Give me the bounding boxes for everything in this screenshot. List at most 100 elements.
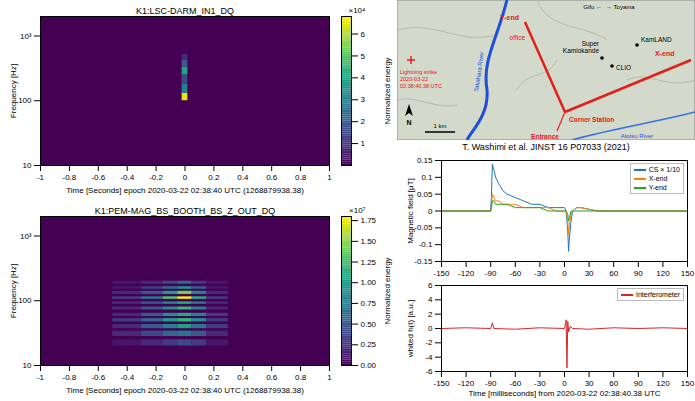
svg-text:-0.8: -0.8: [63, 173, 77, 182]
svg-text:0.6: 0.6: [266, 373, 278, 382]
svg-text:120: 120: [656, 269, 670, 278]
svg-text:-0.6: -0.6: [91, 373, 105, 382]
svg-text:0.8: 0.8: [295, 373, 307, 382]
svg-text:office: office: [510, 34, 526, 41]
svg-text:-150: -150: [433, 379, 450, 388]
svg-text:Normalized energy: Normalized energy: [383, 57, 392, 124]
svg-text:6: 6: [361, 30, 366, 39]
svg-text:-30: -30: [534, 269, 546, 278]
svg-text:×10⁷: ×10⁷: [349, 206, 366, 215]
svg-text:60: 60: [609, 269, 618, 278]
svg-text:KamLAND: KamLAND: [641, 36, 672, 43]
svg-text:4: 4: [428, 295, 433, 304]
svg-text:-6: -6: [425, 367, 433, 376]
svg-text:1.50: 1.50: [361, 237, 377, 246]
svg-text:-30: -30: [534, 379, 546, 388]
svg-text:K1:PEM-MAG_BS_BOOTH_BS_Z_OUT_D: K1:PEM-MAG_BS_BOOTH_BS_Z_OUT_DQ: [95, 206, 276, 216]
svg-text:0: 0: [562, 269, 567, 278]
svg-text:X-end: X-end: [655, 50, 674, 57]
svg-text:90: 90: [634, 269, 643, 278]
svg-text:0.50: 0.50: [361, 320, 377, 329]
svg-text:0.2: 0.2: [208, 173, 220, 182]
svg-text:0.25: 0.25: [361, 340, 377, 349]
svg-text:10: 10: [23, 361, 32, 370]
svg-text:Time [Seconds] epoch 2020-03-2: Time [Seconds] epoch 2020-03-22 02:38:40…: [66, 186, 304, 195]
svg-text:6: 6: [428, 281, 433, 290]
svg-text:Time [Seconds] epoch 2020-03-2: Time [Seconds] epoch 2020-03-22 02:38:40…: [66, 386, 304, 395]
svg-text:1 km: 1 km: [433, 123, 446, 129]
svg-text:×10⁴: ×10⁴: [348, 6, 366, 15]
svg-text:02:38:40.38 UTC: 02:38:40.38 UTC: [400, 83, 442, 89]
svg-text:Atotsu River: Atotsu River: [621, 133, 654, 139]
svg-text:Entrance: Entrance: [531, 133, 559, 140]
svg-text:0.2: 0.2: [208, 373, 220, 382]
svg-text:100: 100: [18, 296, 32, 305]
svg-text:Frequency [Hz]: Frequency [Hz]: [9, 264, 18, 318]
svg-text:→ Toyama: → Toyama: [606, 4, 635, 10]
svg-text:-1: -1: [37, 173, 45, 182]
svg-text:-60: -60: [510, 379, 522, 388]
svg-text:4: 4: [361, 73, 366, 82]
svg-text:150: 150: [681, 379, 695, 388]
svg-text:-4: -4: [425, 353, 433, 362]
svg-text:0.00: 0.00: [361, 361, 377, 370]
svg-text:0.8: 0.8: [295, 173, 307, 182]
svg-text:-1: -1: [37, 373, 45, 382]
svg-text:Kamiokande: Kamiokande: [563, 47, 600, 54]
svg-text:-0.05: -0.05: [414, 223, 433, 232]
svg-text:-120: -120: [458, 269, 475, 278]
svg-text:5: 5: [361, 52, 366, 61]
svg-text:Gifu ←: Gifu ←: [583, 4, 602, 10]
svg-text:0.15: 0.15: [417, 156, 433, 165]
svg-text:Normalized energy: Normalized energy: [383, 257, 392, 324]
svg-text:0.4: 0.4: [237, 173, 249, 182]
svg-text:whited h(t) [a.u.]: whited h(t) [a.u.]: [406, 300, 415, 358]
svg-text:30: 30: [585, 379, 594, 388]
svg-text:1.75: 1.75: [361, 216, 377, 225]
svg-text:1: 1: [327, 373, 332, 382]
svg-text:Time [milliseconds] from 2020-: Time [milliseconds] from 2020-03-22 02:3…: [468, 389, 660, 398]
svg-text:-120: -120: [458, 379, 475, 388]
svg-text:N: N: [406, 119, 411, 126]
svg-text:0: 0: [428, 324, 433, 333]
svg-text:0.6: 0.6: [266, 173, 278, 182]
svg-text:0.1: 0.1: [421, 173, 433, 182]
svg-text:-90: -90: [485, 379, 497, 388]
svg-text:2: 2: [361, 117, 366, 126]
svg-text:-0.2: -0.2: [149, 373, 163, 382]
svg-text:3: 3: [361, 95, 366, 104]
svg-text:Corner Station: Corner Station: [569, 116, 614, 123]
svg-text:2: 2: [428, 310, 433, 319]
svg-text:10: 10: [23, 161, 32, 170]
svg-text:0: 0: [183, 173, 188, 182]
svg-text:-0.15: -0.15: [414, 257, 433, 266]
svg-text:10³: 10³: [20, 232, 32, 241]
svg-text:0: 0: [428, 207, 433, 216]
svg-text:100: 100: [18, 96, 32, 105]
svg-text:1.25: 1.25: [361, 258, 377, 267]
svg-text:-150: -150: [433, 269, 450, 278]
svg-text:-0.2: -0.2: [149, 173, 163, 182]
svg-text:0: 0: [183, 373, 188, 382]
svg-text:-90: -90: [485, 269, 497, 278]
svg-text:Takahara River: Takahara River: [473, 51, 485, 92]
svg-text:0: 0: [562, 379, 567, 388]
svg-text:10³: 10³: [20, 32, 32, 41]
svg-text:1: 1: [327, 173, 332, 182]
svg-text:30: 30: [585, 269, 594, 278]
svg-text:CLIO: CLIO: [616, 64, 631, 71]
svg-text:Y-end: Y-end: [500, 14, 519, 21]
svg-text:0.05: 0.05: [417, 190, 433, 199]
svg-text:1: 1: [361, 139, 366, 148]
svg-text:Magnetic field [μT]: Magnetic field [μT]: [406, 178, 415, 244]
svg-text:0.75: 0.75: [361, 299, 377, 308]
svg-text:Lightning strike: Lightning strike: [400, 69, 437, 75]
svg-text:-0.4: -0.4: [120, 373, 134, 382]
svg-text:-0.8: -0.8: [63, 373, 77, 382]
svg-text:1.00: 1.00: [361, 278, 377, 287]
svg-text:K1:LSC-DARM_IN1_DQ: K1:LSC-DARM_IN1_DQ: [136, 6, 234, 16]
svg-text:2020-03-22: 2020-03-22: [400, 76, 428, 82]
svg-text:120: 120: [656, 379, 670, 388]
svg-text:60: 60: [609, 379, 618, 388]
svg-text:-2: -2: [425, 338, 433, 347]
